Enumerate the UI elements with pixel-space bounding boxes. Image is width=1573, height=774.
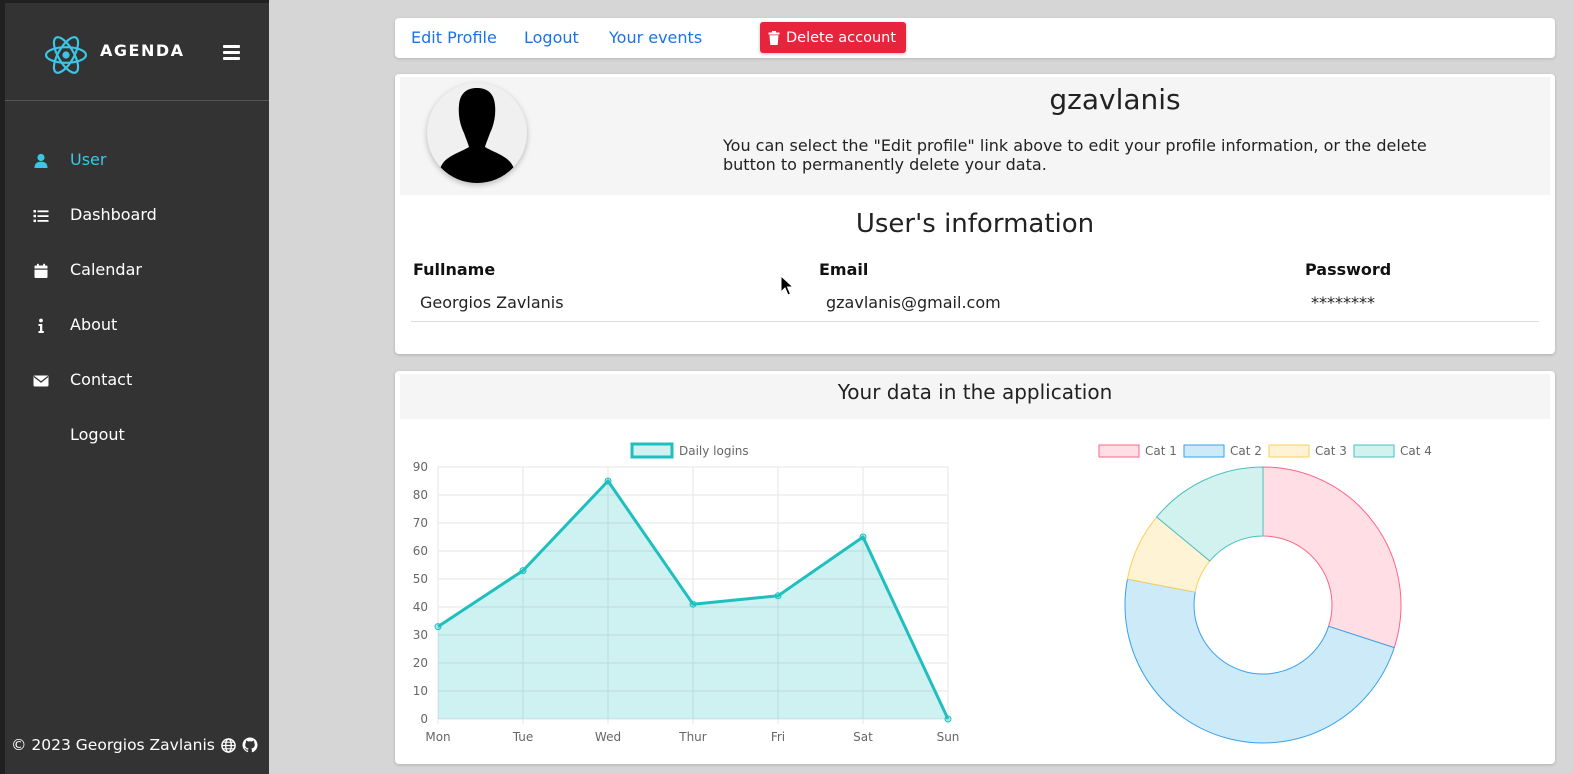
fullname-value: Georgios Zavlanis: [420, 293, 564, 312]
sidebar-nav: User Dashboard Calendar: [5, 143, 269, 473]
x-tick-label: Sun: [937, 730, 960, 744]
y-tick-label: 80: [413, 488, 428, 502]
pie-legend-swatch: [1268, 444, 1310, 458]
sidebar-item-label: Calendar: [70, 260, 142, 279]
password-header: Password: [1305, 260, 1392, 279]
line-legend-label: Daily logins: [679, 444, 749, 458]
user-silhouette-icon: [437, 88, 517, 183]
sidebar-item-contact[interactable]: Contact: [5, 363, 269, 418]
fullname-header: Fullname: [413, 260, 496, 279]
sidebar-item-dashboard[interactable]: Dashboard: [5, 198, 269, 253]
pie-legend-label: Cat 2: [1230, 444, 1262, 458]
user-icon: [34, 153, 48, 168]
sidebar-item-label: Logout: [70, 425, 125, 444]
x-tick-label: Thur: [678, 730, 707, 744]
sidebar-item-label: User: [70, 150, 107, 169]
y-tick-label: 60: [413, 544, 428, 558]
data-header: [400, 374, 1550, 419]
data-section-title: Your data in the application: [837, 380, 1113, 404]
sidebar-item-user[interactable]: User: [5, 143, 269, 198]
trash-icon: [768, 30, 780, 45]
sidebar-item-label: Dashboard: [70, 205, 157, 224]
delete-account-label: Delete account: [786, 29, 897, 46]
y-tick-label: 90: [413, 460, 428, 474]
brand-name[interactable]: AGENDA: [100, 41, 185, 60]
line-point: [944, 715, 952, 723]
envelope-icon: [33, 375, 49, 387]
pie-legend-label: Cat 1: [1145, 444, 1177, 458]
y-tick-label: 20: [413, 656, 428, 670]
user-info-title: User's information: [855, 209, 1095, 239]
sidebar-item-label: Contact: [70, 370, 133, 389]
x-tick-label: Mon: [425, 730, 450, 744]
pie-legend-label: Cat 3: [1315, 444, 1347, 458]
line-legend-swatch: [630, 442, 674, 459]
line-point: [434, 623, 442, 631]
hamburger-menu-icon[interactable]: [223, 45, 240, 60]
profile-header: gzavlanis You can select the "Edit profi…: [400, 77, 1550, 195]
password-value: ********: [1311, 293, 1375, 312]
email-header: Email: [819, 260, 869, 279]
github-icon[interactable]: [242, 737, 258, 753]
line-area-fill: [438, 481, 948, 719]
calendar-icon: [34, 263, 48, 278]
data-card: Your data in the application Daily login…: [395, 371, 1555, 764]
line-series-daily-logins: [437, 479, 950, 720]
pie-legend-swatch: [1183, 444, 1225, 458]
logout-link[interactable]: Logout: [524, 28, 579, 47]
pie-slice-cat-1: [1262, 466, 1402, 649]
edit-profile-link[interactable]: Edit Profile: [411, 28, 497, 47]
sidebar: AGENDA User Dashboard: [0, 0, 269, 774]
sidebar-footer: © 2023 Georgios Zavlanis: [11, 736, 258, 754]
sidebar-divider: [5, 100, 269, 101]
pie-legend-swatch: [1098, 444, 1140, 458]
table-row-divider: [411, 321, 1539, 322]
globe-icon[interactable]: [221, 737, 236, 753]
copyright-text: © 2023 Georgios Zavlanis: [11, 736, 215, 754]
profile-topbar: Edit Profile Logout Your events Delete a…: [395, 18, 1555, 58]
line-point: [774, 592, 782, 600]
y-tick-label: 30: [413, 628, 428, 642]
pie-slice-cat-2: [1124, 578, 1395, 744]
line-point: [859, 533, 867, 541]
profile-description: You can select the "Edit profile" link a…: [723, 136, 1427, 174]
x-tick-label: Wed: [595, 730, 621, 744]
your-events-link[interactable]: Your events: [609, 28, 703, 47]
profile-username: gzavlanis: [1049, 83, 1181, 116]
sidebar-item-logout[interactable]: Logout: [5, 418, 269, 473]
x-tick-label: Tue: [512, 730, 534, 744]
avatar: [427, 83, 527, 183]
y-tick-label: 70: [413, 516, 428, 530]
sidebar-item-about[interactable]: About: [5, 308, 269, 363]
y-tick-label: 0: [420, 712, 428, 726]
x-tick-label: Fri: [771, 730, 785, 744]
sidebar-item-calendar[interactable]: Calendar: [5, 253, 269, 308]
react-logo-icon[interactable]: [44, 33, 88, 77]
line-point: [519, 567, 527, 575]
info-icon: [38, 318, 44, 333]
y-tick-label: 50: [413, 572, 428, 586]
y-tick-label: 40: [413, 600, 428, 614]
line-point: [689, 600, 697, 608]
charts-area: Daily logins 0 10 20 30 40 50 60 70 80 90 Mon Tue Wed…: [413, 442, 1432, 744]
email-value: gzavlanis@gmail.com: [826, 293, 1001, 312]
pie-legend-label: Cat 4: [1400, 444, 1432, 458]
mouse-cursor-icon: [780, 275, 794, 296]
y-tick-label: 10: [413, 684, 428, 698]
line-point: [604, 477, 612, 485]
sidebar-item-label: About: [70, 315, 118, 334]
x-tick-label: Sat: [853, 730, 873, 744]
pie-slice-cat-4: [1155, 466, 1264, 562]
profile-card: gzavlanis You can select the "Edit profi…: [395, 74, 1555, 354]
delete-account-button[interactable]: Delete account: [760, 22, 907, 53]
pie-legend-swatch: [1353, 444, 1395, 458]
list-icon: [33, 210, 49, 223]
